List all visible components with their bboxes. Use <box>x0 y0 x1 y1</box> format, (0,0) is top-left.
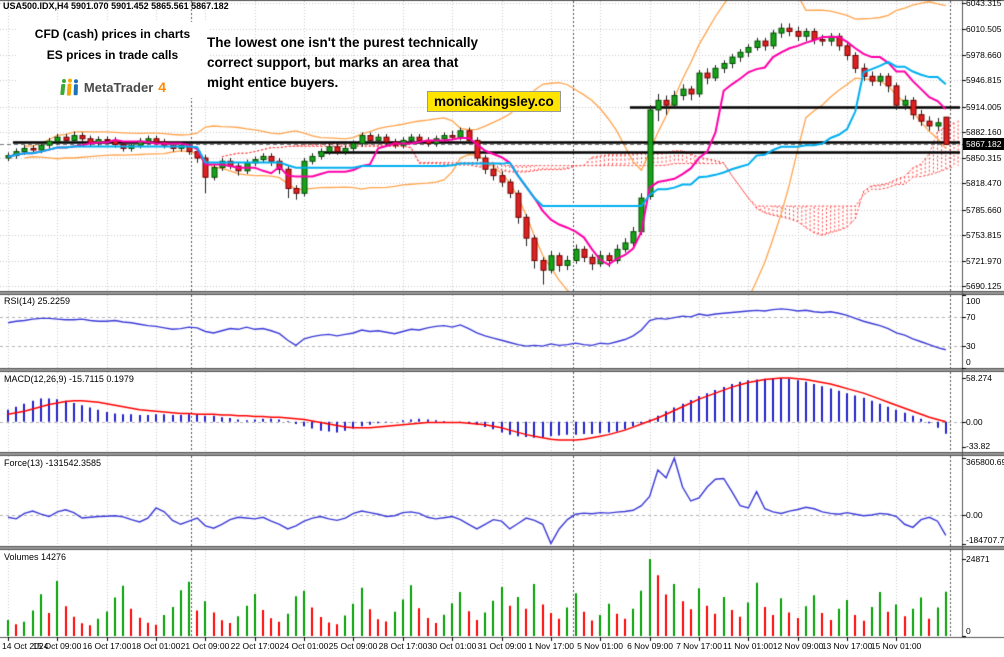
info-box-line1: CFD (cash) prices in charts <box>34 27 191 41</box>
brand-number: 4 <box>158 79 167 95</box>
time-axis-label: 7 Nov 17:00 <box>676 641 722 651</box>
annotation-line3: might entice buyers. <box>207 75 339 90</box>
price-axis-label: 6010.505 <box>966 24 1002 34</box>
price-axis-label: 5721.970 <box>966 256 1002 266</box>
time-axis-label: 11 Nov 01:00 <box>723 641 773 651</box>
annotation-line2: correct support, but marks an area that <box>207 55 459 70</box>
watermark-badge: monicakingsley.co <box>427 91 561 112</box>
time-axis-label: 1 Nov 17:00 <box>528 641 574 651</box>
time-axis-label: 6 Nov 09:00 <box>627 641 673 651</box>
indicator-axis-label: 0.00 <box>966 417 983 427</box>
indicator-axis-label: 0.00 <box>966 510 983 520</box>
time-axis-label: 18 Oct 01:00 <box>131 641 181 651</box>
info-box-line2: ES prices in trade calls <box>46 48 179 62</box>
time-axis-label: 24 Oct 01:00 <box>279 641 329 651</box>
price-axis-label: 5882.160 <box>966 127 1002 137</box>
time-axis-label: 15 Nov 01:00 <box>870 641 922 651</box>
price-axis-label: 5690.125 <box>966 281 1002 291</box>
time-axis-label: 31 Oct 09:00 <box>477 641 527 651</box>
price-axis-label: 5785.660 <box>966 205 1002 215</box>
metatrader-logo-icon <box>60 78 78 96</box>
time-axis-label: 5 Nov 01:00 <box>577 641 623 651</box>
indicator-axis-label: -33.82 <box>966 441 991 451</box>
indicator-axis-label: 100 <box>966 296 981 306</box>
price-axis-label: 5978.660 <box>966 50 1002 60</box>
time-axis-label: 16 Oct 17:00 <box>82 641 132 651</box>
time-axis-label: 25 Oct 09:00 <box>328 641 378 651</box>
price-axis-label: 6043.315 <box>966 0 1002 8</box>
indicator-axis-label: -184707.78 <box>966 535 1004 545</box>
indicator-axis-label: 24871 <box>966 554 990 564</box>
price-axis-label: 5818.470 <box>966 178 1002 188</box>
indicator-axis-label: 0 <box>966 357 971 367</box>
indicator-axis-label: 58.274 <box>966 373 992 383</box>
time-axis-label: 22 Oct 17:00 <box>230 641 280 651</box>
metatrader-brand: MetaTrader 4 <box>20 78 205 96</box>
time-axis-label: 28 Oct 17:00 <box>378 641 428 651</box>
symbol-ohlc-header: USA500.IDX,H4 5901.070 5901.452 5865.561… <box>3 1 229 11</box>
price-axis-label: 5946.815 <box>966 75 1002 85</box>
annotation-line1: The lowest one isn't the purest technica… <box>207 35 479 50</box>
indicator-axis-label: 70 <box>966 312 976 322</box>
time-axis-label: 30 Oct 01:00 <box>427 641 477 651</box>
info-box: CFD (cash) prices in charts ES prices in… <box>16 22 209 98</box>
volumes-indicator-label: Volumes 14276 <box>4 552 67 562</box>
time-axis-label: 15 Oct 09:00 <box>32 641 82 651</box>
chart-annotation: The lowest one isn't the purest technica… <box>207 33 478 93</box>
indicator-axis-label: 0 <box>966 626 971 636</box>
macd-indicator-label: MACD(12,26,9) -15.7115 0.1979 <box>4 374 134 384</box>
rsi-indicator-label: RSI(14) 25.2259 <box>4 296 71 306</box>
current-price-tag: 5867.182 <box>963 138 1004 150</box>
indicator-axis-label: 365800.693 <box>966 457 1004 467</box>
time-axis-label: 14 Oct 2024 <box>2 641 49 651</box>
brand-name: MetaTrader <box>83 79 154 95</box>
price-axis-label: 5753.815 <box>966 230 1002 240</box>
price-axis-label: 5914.005 <box>966 102 1002 112</box>
time-axis-label: 13 Nov 17:00 <box>821 641 873 651</box>
force-indicator-label: Force(13) -131542.3585 <box>4 458 102 468</box>
price-axis-label: 5850.315 <box>966 153 1002 163</box>
time-axis-label: 12 Nov 09:00 <box>772 641 824 651</box>
indicator-axis-label: 30 <box>966 341 976 351</box>
time-axis-label: 21 Oct 09:00 <box>180 641 230 651</box>
